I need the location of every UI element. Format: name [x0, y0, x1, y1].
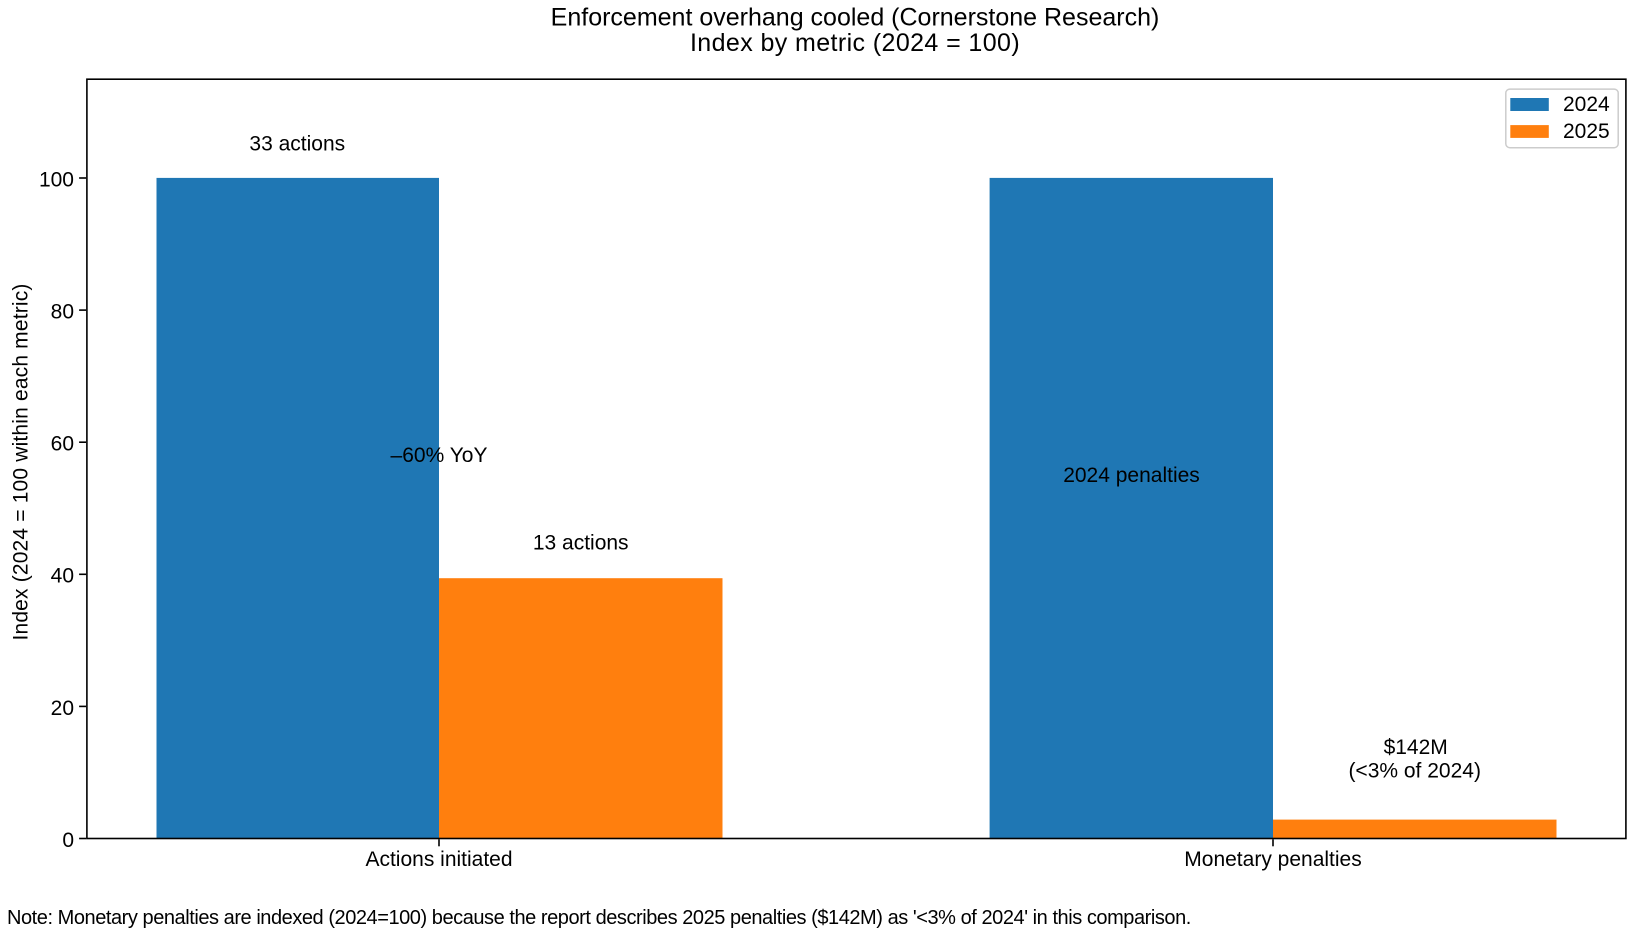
svg-text:Enforcement overhang cooled (C: Enforcement overhang cooled (Cornerstone… [551, 3, 1160, 31]
svg-text:13 actions: 13 actions [533, 531, 629, 554]
svg-text:2024 penalties: 2024 penalties [1063, 464, 1200, 487]
svg-text:Index by metric (2024 = 100): Index by metric (2024 = 100) [690, 29, 1020, 57]
svg-text:2024: 2024 [1563, 93, 1610, 116]
svg-text:–60% YoY: –60% YoY [391, 444, 488, 467]
svg-text:Monetary penalties: Monetary penalties [1184, 848, 1361, 871]
svg-text:40: 40 [51, 565, 74, 588]
svg-text:Index (2024 = 100 within each: Index (2024 = 100 within each metric) [10, 283, 33, 640]
svg-text:2025: 2025 [1563, 120, 1610, 143]
svg-text:100: 100 [39, 168, 74, 191]
svg-text:20: 20 [51, 697, 74, 720]
svg-text:80: 80 [51, 301, 74, 324]
svg-text:60: 60 [51, 433, 74, 456]
svg-text:Note: Monetary penalties are i: Note: Monetary penalties are indexed (20… [7, 907, 1191, 929]
svg-text:33 actions: 33 actions [249, 133, 345, 156]
svg-text:$142M: $142M [1384, 736, 1448, 759]
svg-text:0: 0 [62, 829, 74, 852]
svg-text:(<3% of 2024): (<3% of 2024) [1348, 759, 1481, 782]
svg-text:Actions initiated: Actions initiated [365, 848, 512, 871]
